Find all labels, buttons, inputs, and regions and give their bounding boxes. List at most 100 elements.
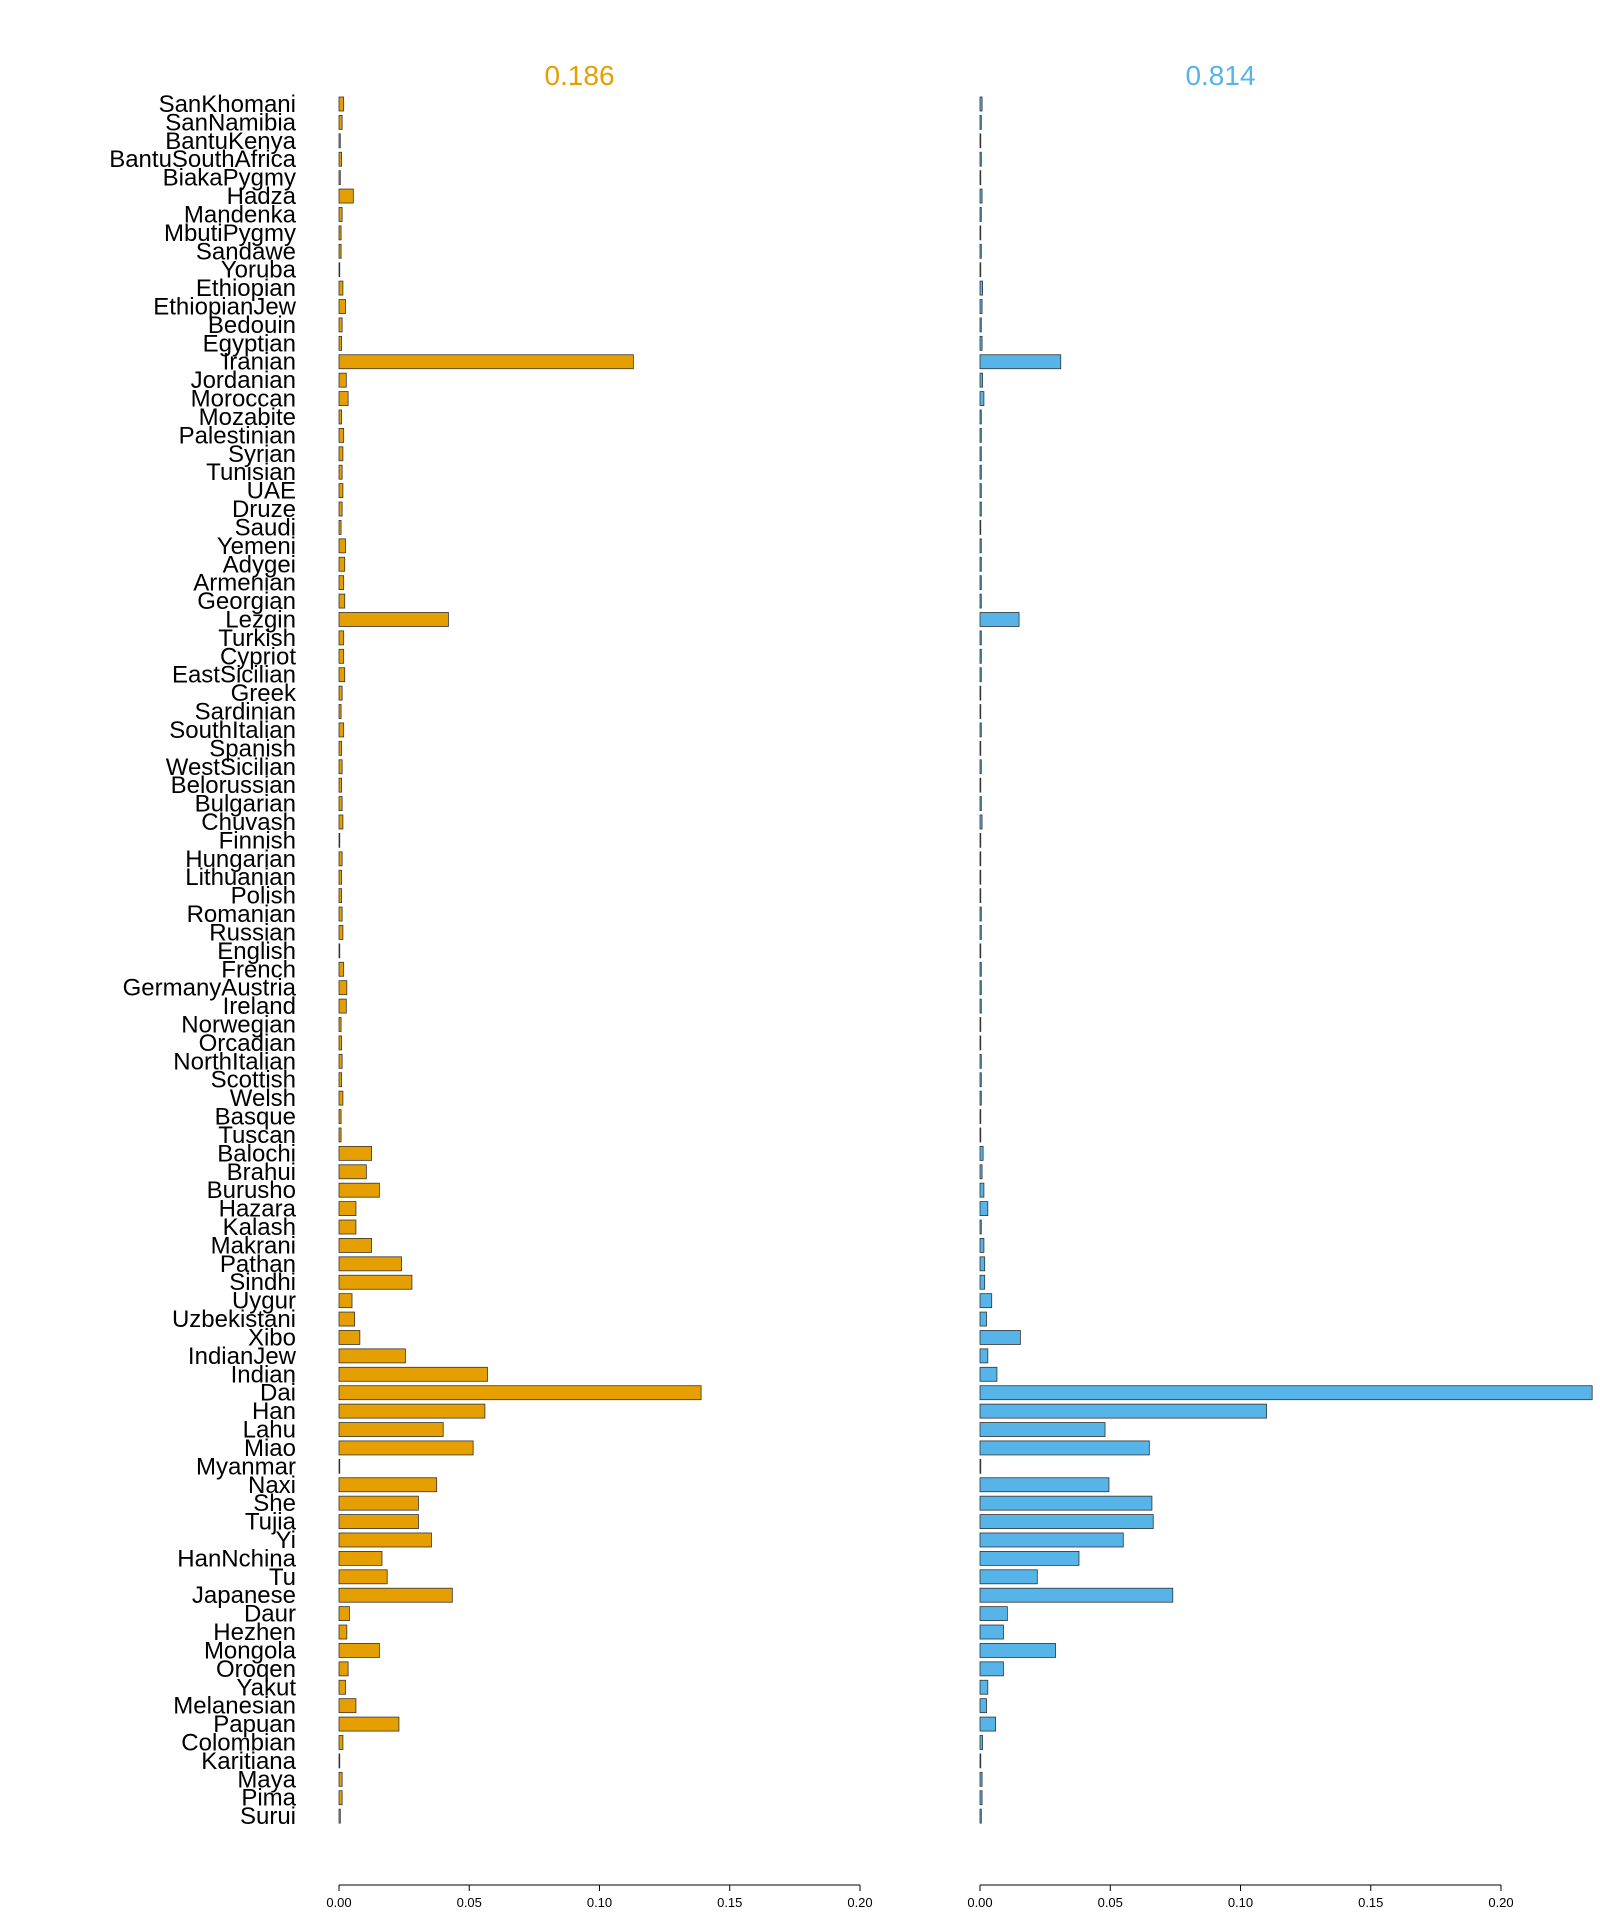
bar [979,372,984,388]
category-label: WestSicilian [166,754,296,781]
bar [979,1109,982,1124]
category-label: Sandawe [196,238,296,265]
category-label: Russian [209,919,296,946]
category-label: English [217,938,296,965]
bar [338,1109,342,1124]
bar [338,520,342,535]
category-label: Jordanian [191,367,296,394]
bar [979,501,982,517]
category-label: Adygei [223,551,296,578]
bar [338,906,343,922]
x-tick-label: 0.00 [326,1895,351,1910]
bar [979,538,982,554]
bar [979,262,982,278]
category-label: Kalash [223,1214,296,1241]
category-label: Oroqen [216,1656,296,1683]
category-label: Hadza [227,183,297,210]
bar [979,851,982,867]
bar [979,299,983,314]
category-label: Myanmar [196,1453,296,1480]
bar [338,1348,406,1364]
bar [338,888,343,904]
x-tick-label: 0.15 [1358,1895,1383,1910]
bar [979,1661,1004,1677]
bar [338,1311,356,1327]
bar [979,1072,982,1088]
bar [338,1532,432,1548]
bar [979,796,982,811]
category-label: Orcadian [199,1030,296,1057]
bar [979,722,982,738]
bar [338,1072,343,1088]
bar [979,391,985,406]
bar [338,648,345,664]
bar [338,1385,702,1401]
bar [979,1145,984,1161]
bar [338,280,344,296]
bar [338,409,343,425]
bar [979,1569,1038,1585]
bar [338,1661,349,1677]
bar [338,299,346,314]
bar [979,833,982,848]
category-label: Belorussian [171,772,296,799]
bar [338,925,344,940]
bar [338,115,343,130]
category-label: Yakut [236,1674,296,1701]
bar [979,1716,997,1732]
bar [338,1403,486,1419]
bar [979,335,983,351]
bar [338,1164,367,1180]
category-label: Egyptian [203,330,296,357]
bar [979,96,983,112]
category-label: EthiopianJew [153,294,296,321]
bar [979,888,982,904]
category-label: Bedouin [208,312,296,339]
bar [338,630,345,646]
bar [979,1256,986,1272]
category-label: NorthItalian [173,1048,296,1075]
bar [338,170,341,186]
category-label: Karitiana [201,1748,296,1775]
category-label: Tujia [245,1509,297,1536]
bar [338,1293,353,1309]
category-label: EastSicilian [172,662,296,689]
bar [338,317,343,333]
x-tick-label: 0.00 [967,1895,992,1910]
bar [338,446,344,462]
bar [979,980,982,996]
bar [979,1514,1154,1529]
bar [979,704,982,719]
category-label: Turkish [218,625,296,652]
category-label: Bulgarian [195,791,296,818]
bar [979,170,982,186]
bar [979,630,982,646]
category-label: Armenian [193,570,296,597]
category-label: Pima [241,1785,296,1812]
bar [979,354,1062,370]
category-label: Yemeni [217,533,296,560]
category-label: MbutiPygmy [164,220,296,247]
category-label: IndianJew [188,1343,297,1370]
bar [979,1311,987,1327]
bar [979,759,982,775]
category-label: Ethiopian [196,275,296,302]
bar [338,188,354,204]
category-label: Cypriot [220,643,296,670]
category-label: Uzbekistani [172,1306,296,1333]
bar [979,427,982,443]
category-label: Yoruba [221,257,297,284]
category-label: Romanian [187,901,296,928]
bar [338,1716,400,1732]
category-label: Burusho [207,1177,296,1204]
bar [338,1808,341,1824]
bar [979,1164,983,1180]
category-label: Xibo [248,1324,296,1351]
bar [338,1587,453,1603]
bar [338,1219,357,1235]
bar [979,1679,989,1695]
panel-title: 0.186 [544,60,614,91]
bar [979,667,982,683]
category-label: Sindhi [229,1269,296,1296]
